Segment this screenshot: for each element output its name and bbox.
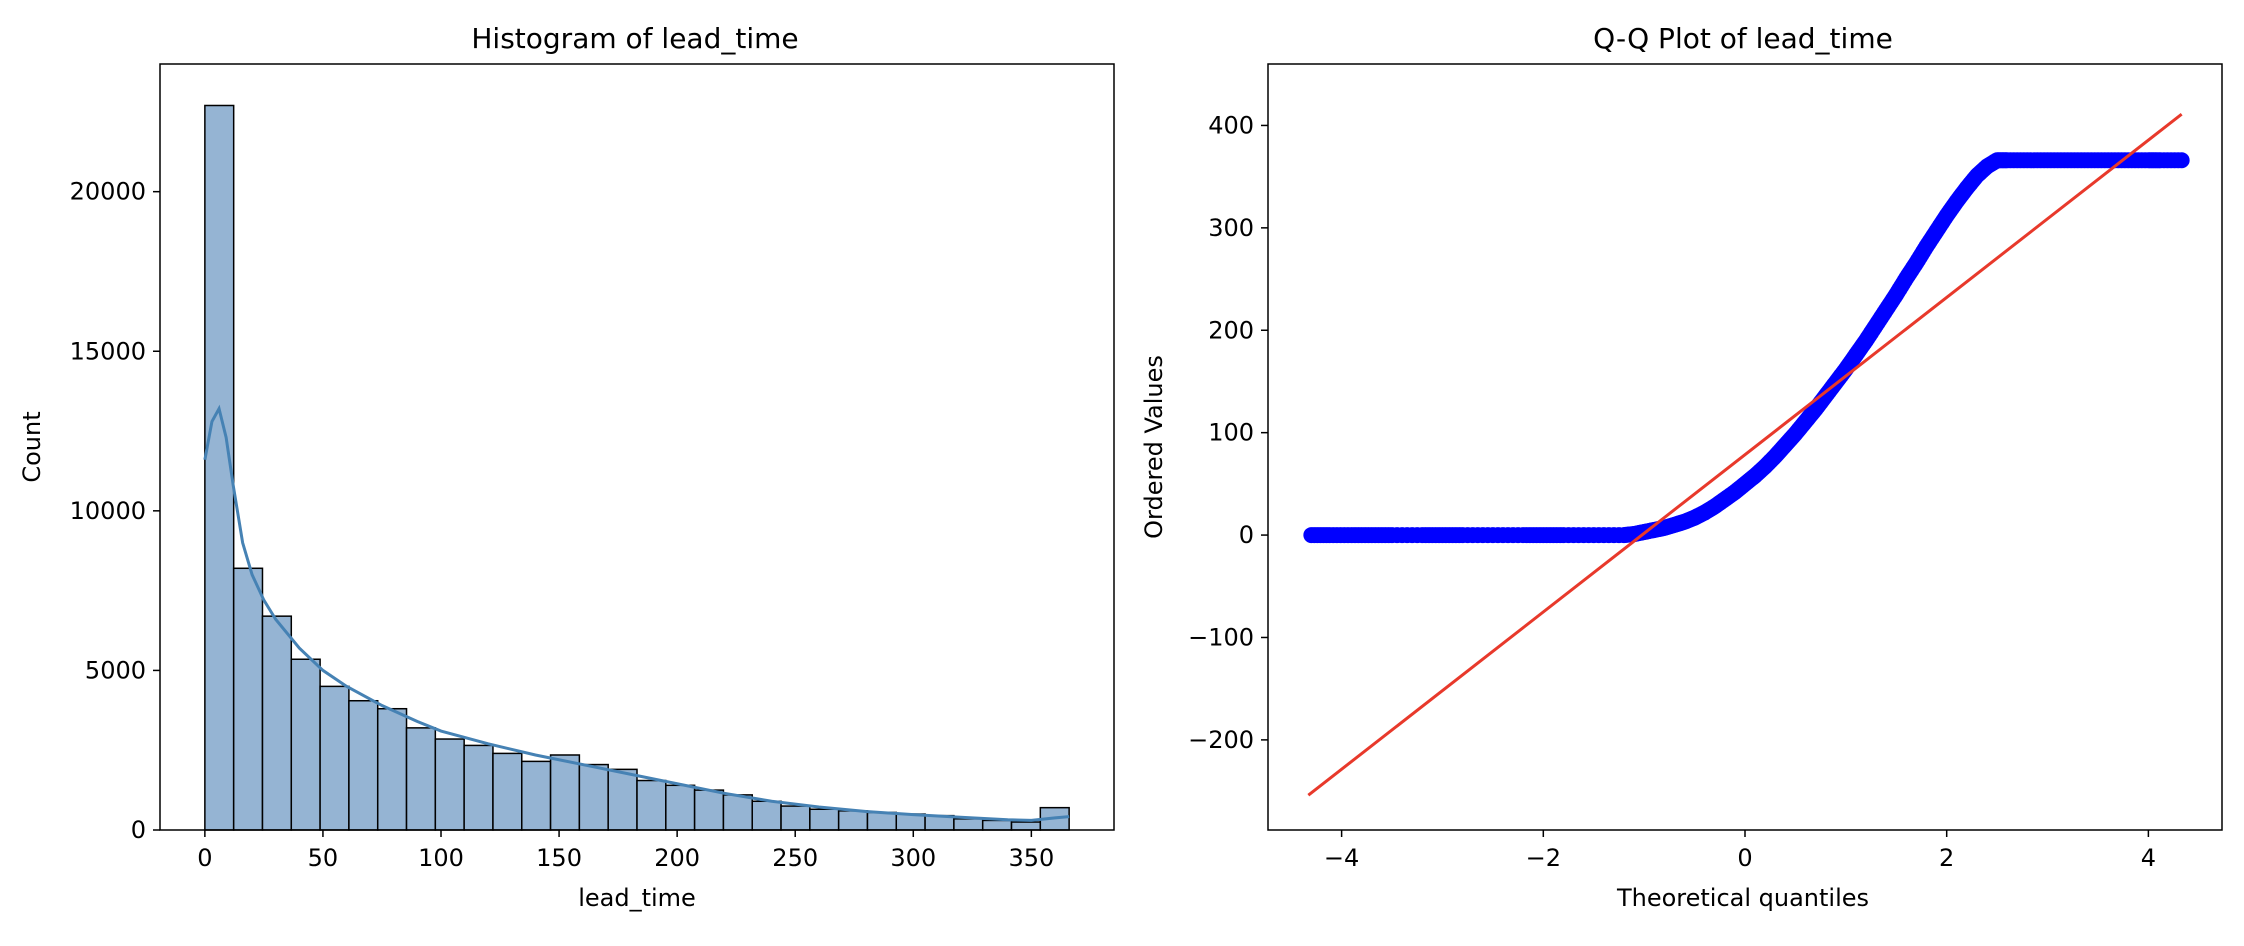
qq-x-label: Theoretical quantiles bbox=[1616, 884, 1869, 912]
x-tick-label: 150 bbox=[536, 844, 582, 872]
y-tick-label: 300 bbox=[1208, 214, 1254, 242]
histogram-x-label: lead_time bbox=[578, 884, 696, 912]
histogram-bar bbox=[376, 707, 408, 831]
histogram-bar bbox=[751, 800, 782, 831]
qq-axes-frame bbox=[1267, 63, 2223, 831]
histogram-bar bbox=[434, 738, 465, 831]
qq-plot-title: Q-Q Plot of lead_time bbox=[1593, 22, 1893, 55]
histogram-y-ticks: 0 5000 10000 15000 20000 bbox=[70, 178, 160, 844]
histogram-bar bbox=[261, 615, 293, 831]
histogram-bar bbox=[1010, 821, 1042, 831]
qq-plot-panel: Q-Q Plot of lead_time −4 −2 0 2 4 −200 −100 0 1… bbox=[1140, 22, 2223, 912]
x-tick-label: 250 bbox=[772, 844, 818, 872]
histogram-axes-frame bbox=[159, 63, 1115, 831]
histogram-y-label: Count bbox=[18, 411, 46, 482]
x-tick-label: −2 bbox=[1526, 844, 1561, 872]
qq-point bbox=[2173, 152, 2190, 169]
histogram-bar bbox=[953, 818, 984, 831]
histogram-bar bbox=[348, 699, 379, 831]
y-tick-label: 10000 bbox=[70, 497, 146, 525]
y-tick-label: −200 bbox=[1188, 726, 1254, 754]
histogram-bar bbox=[549, 754, 581, 831]
histogram-x-ticks: 0 50 100 150 200 250 300 350 bbox=[197, 830, 1054, 872]
qq-y-label: Ordered Values bbox=[1140, 355, 1168, 539]
histogram-bar bbox=[492, 752, 523, 831]
y-tick-label: 15000 bbox=[70, 337, 146, 365]
x-tick-label: 350 bbox=[1008, 844, 1054, 872]
histogram-bar bbox=[578, 763, 609, 831]
histogram-kde-curve bbox=[203, 404, 1070, 822]
histogram-bar bbox=[405, 727, 437, 831]
histogram-bar bbox=[319, 685, 350, 831]
histogram-bar bbox=[837, 810, 869, 831]
histogram-bar bbox=[866, 811, 898, 831]
histogram-bar bbox=[607, 768, 638, 831]
y-tick-label: 5000 bbox=[85, 656, 146, 684]
x-tick-label: 200 bbox=[654, 844, 700, 872]
y-tick-label: 0 bbox=[1239, 521, 1254, 549]
histogram-panel: Histogram of lead_time 0 50 100 150 200 250 30… bbox=[18, 22, 1115, 912]
histogram-bar bbox=[722, 794, 753, 831]
x-tick-label: 0 bbox=[1737, 844, 1752, 872]
qq-reference-line bbox=[1307, 112, 2183, 797]
y-tick-label: 100 bbox=[1208, 419, 1254, 447]
histogram-bar bbox=[809, 808, 840, 831]
x-tick-label: 2 bbox=[1939, 844, 1954, 872]
histogram-bar bbox=[981, 819, 1013, 831]
x-tick-label: 0 bbox=[197, 844, 212, 872]
y-tick-label: −100 bbox=[1188, 623, 1254, 651]
histogram-bar bbox=[665, 784, 696, 831]
y-tick-label: 20000 bbox=[70, 178, 146, 206]
x-tick-label: 4 bbox=[2141, 844, 2156, 872]
y-tick-label: 0 bbox=[131, 816, 146, 844]
histogram-bar bbox=[636, 779, 667, 831]
histogram-bar bbox=[290, 658, 321, 831]
x-tick-label: 300 bbox=[890, 844, 936, 872]
histogram-bar bbox=[463, 744, 494, 831]
y-tick-label: 400 bbox=[1208, 111, 1254, 139]
histogram-title: Histogram of lead_time bbox=[471, 22, 798, 55]
y-tick-label: 200 bbox=[1208, 316, 1254, 344]
histogram-bar bbox=[780, 805, 811, 831]
x-tick-label: −4 bbox=[1324, 844, 1359, 872]
x-tick-label: 50 bbox=[308, 844, 339, 872]
qq-points bbox=[1303, 152, 2190, 544]
histogram-bars bbox=[204, 104, 1070, 831]
qq-y-ticks: −200 −100 0 100 200 300 400 bbox=[1188, 111, 1268, 754]
histogram-bar bbox=[521, 760, 552, 831]
histogram-bar bbox=[693, 789, 725, 831]
qq-x-ticks: −4 −2 0 2 4 bbox=[1324, 830, 2156, 872]
histogram-bar bbox=[232, 567, 264, 831]
x-tick-label: 100 bbox=[418, 844, 464, 872]
